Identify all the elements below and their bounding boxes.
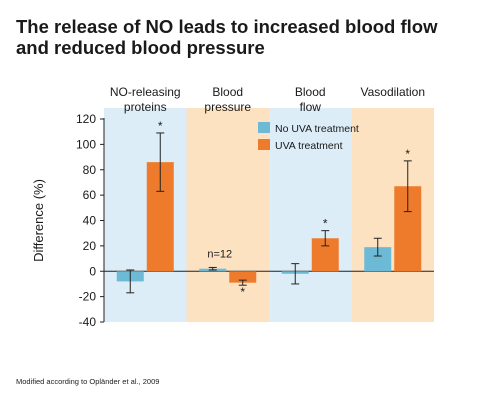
category-label: flow: [300, 100, 322, 114]
y-tick-label: 100: [76, 137, 96, 151]
y-tick-label: 80: [83, 163, 97, 177]
category-band: [186, 108, 269, 322]
sample-size-label: n=12: [207, 248, 232, 260]
category-band: [351, 108, 434, 322]
category-band: [269, 108, 352, 322]
y-tick-label: 40: [83, 214, 97, 228]
legend-swatch: [258, 122, 270, 133]
significance-star: *: [240, 285, 245, 299]
category-label: proteins: [124, 100, 167, 114]
category-band: [104, 108, 187, 322]
category-label: Blood: [212, 85, 243, 99]
significance-star: *: [405, 147, 410, 161]
y-tick-label: -20: [79, 290, 97, 304]
y-tick-label: -40: [79, 315, 97, 329]
y-tick-label: 20: [83, 239, 97, 253]
significance-star: *: [323, 217, 328, 231]
category-label: pressure: [204, 100, 251, 114]
y-tick-label: 120: [76, 112, 96, 126]
y-tick-label: 60: [83, 188, 97, 202]
significance-star: *: [158, 119, 163, 133]
legend-label: UVA treatment: [275, 140, 343, 152]
category-label: Blood: [295, 85, 326, 99]
y-tick-label: 0: [89, 264, 96, 278]
legend-swatch: [258, 139, 270, 150]
y-axis-title: Difference (%): [31, 179, 46, 262]
category-label: Vasodilation: [361, 85, 426, 99]
chart-title: The release of NO leads to increased blo…: [16, 16, 438, 58]
footnote: Modified according to Opländer et al., 2…: [16, 377, 160, 386]
category-label: NO-releasing: [110, 85, 181, 99]
bar: [229, 271, 257, 283]
legend-label: No UVA treatment: [275, 123, 359, 135]
